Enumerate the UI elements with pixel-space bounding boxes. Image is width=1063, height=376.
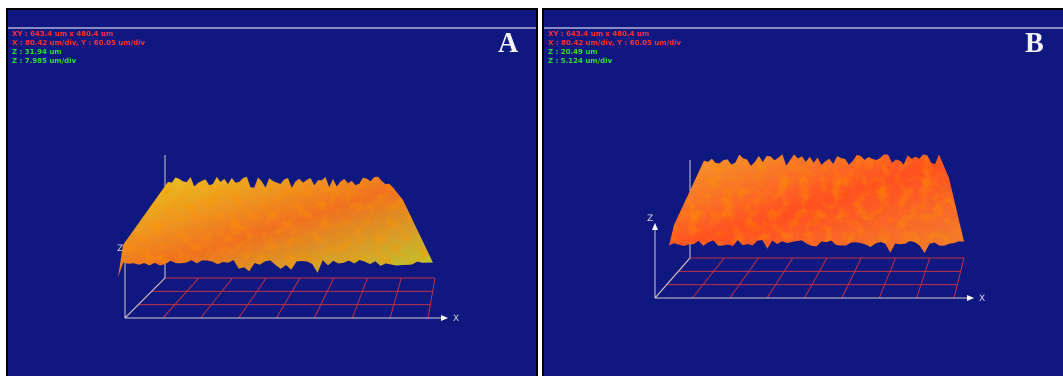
grid-line bbox=[313, 277, 335, 319]
panel-b: XY : 643.4 um x 480.4 umX : 80.42 um/div… bbox=[542, 8, 1063, 376]
surface-texture bbox=[118, 176, 433, 278]
arrow bbox=[967, 295, 974, 301]
info-text: X : 80.42 um/div, Y : 60.05 um/div bbox=[548, 39, 682, 47]
arrow bbox=[652, 223, 658, 230]
grid-line bbox=[200, 277, 233, 319]
info-text: X : 80.42 um/div, Y : 60.05 um/div bbox=[12, 39, 146, 47]
grid-line bbox=[389, 277, 402, 319]
grid-line bbox=[162, 277, 200, 319]
grid-line bbox=[916, 257, 931, 299]
z-axis-label: Z bbox=[117, 244, 123, 254]
x-axis-label: X bbox=[453, 314, 459, 324]
info-text: Z : 31.94 um bbox=[12, 48, 62, 56]
grid-line bbox=[953, 257, 965, 299]
surface-texture bbox=[669, 154, 964, 254]
grid-line bbox=[427, 277, 436, 319]
panel-label: B bbox=[1025, 28, 1044, 59]
grid-line bbox=[691, 257, 725, 299]
grid-line bbox=[766, 257, 794, 299]
panel-a: XY : 643.4 um x 480.4 umX : 80.42 um/div… bbox=[6, 8, 538, 376]
info-text: Z : 7.985 um/div bbox=[12, 57, 77, 65]
x-axis-label: X bbox=[979, 294, 985, 304]
grid-line bbox=[878, 257, 896, 299]
info-text: XY : 643.4 um x 480.4 um bbox=[548, 30, 649, 38]
z-axis-label: Z bbox=[647, 214, 653, 224]
info-text: Z : 20.49 um bbox=[548, 48, 598, 56]
panel-label: A bbox=[498, 28, 519, 59]
grid-line bbox=[841, 257, 862, 299]
grid-line bbox=[351, 277, 368, 319]
arrow bbox=[441, 315, 448, 321]
grid-line bbox=[654, 257, 691, 299]
grid-line bbox=[804, 257, 828, 299]
info-text: Z : 5.124 um/div bbox=[548, 57, 613, 65]
info-text: XY : 643.4 um x 480.4 um bbox=[12, 30, 113, 38]
grid-line bbox=[124, 277, 166, 319]
grid-line bbox=[238, 277, 267, 319]
grid-line bbox=[729, 257, 759, 299]
grid-line bbox=[276, 277, 301, 319]
